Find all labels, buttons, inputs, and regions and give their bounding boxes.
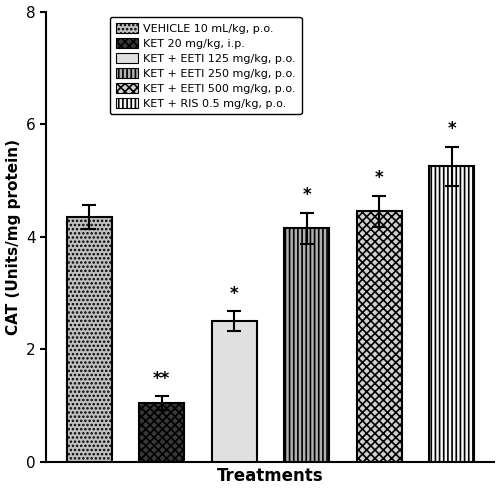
Bar — [284, 228, 329, 462]
Bar — [356, 212, 402, 462]
Bar — [139, 403, 184, 462]
Text: *: * — [302, 186, 311, 204]
Bar — [66, 217, 112, 462]
Text: *: * — [230, 285, 238, 302]
Y-axis label: CAT (Units/mg protein): CAT (Units/mg protein) — [6, 139, 20, 335]
Text: *: * — [448, 120, 456, 138]
Bar — [429, 166, 474, 462]
Text: **: ** — [153, 370, 170, 387]
Bar — [212, 321, 256, 462]
Text: *: * — [375, 169, 384, 187]
Legend: VEHICLE 10 mL/kg, p.o., KET 20 mg/kg, i.p., KET + EETI 125 mg/kg, p.o., KET + EE: VEHICLE 10 mL/kg, p.o., KET 20 mg/kg, i.… — [110, 17, 302, 114]
X-axis label: Treatments: Treatments — [217, 467, 324, 486]
